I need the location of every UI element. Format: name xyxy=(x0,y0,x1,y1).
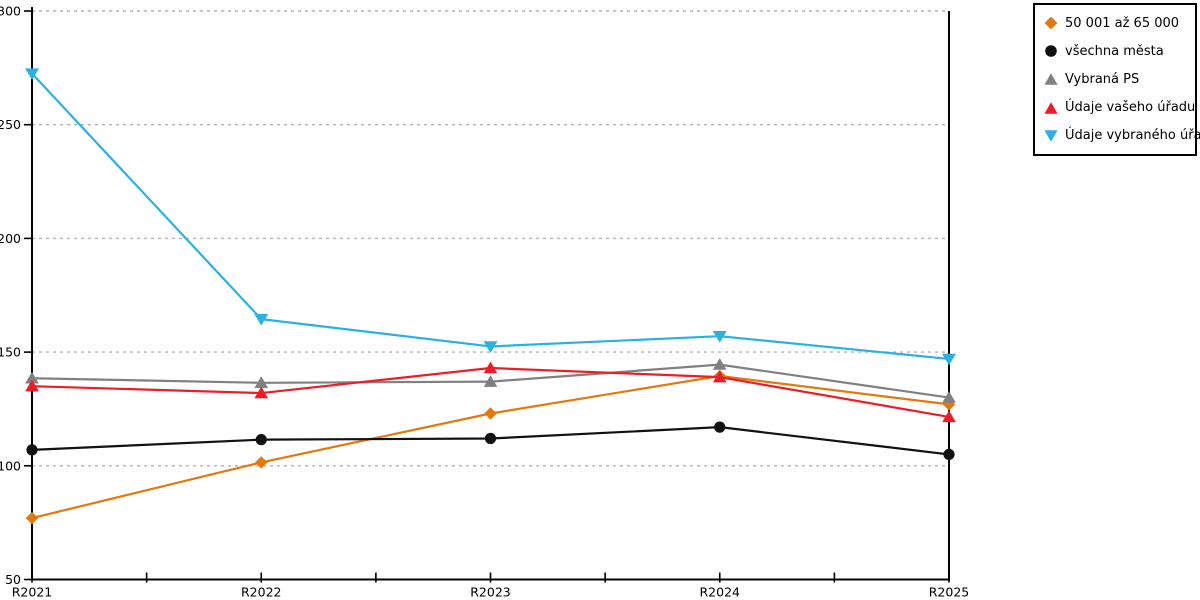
data-point xyxy=(942,410,956,423)
legend-label: Vybraná PS xyxy=(1065,71,1140,87)
y-tick-label: 100 xyxy=(0,458,21,473)
x-tick-label: R2022 xyxy=(241,585,282,600)
circle-icon xyxy=(1045,45,1057,58)
data-point xyxy=(25,379,39,392)
data-point xyxy=(255,456,268,469)
triangle-up-icon xyxy=(1044,101,1058,114)
data-point xyxy=(483,361,498,374)
data-point xyxy=(26,444,38,456)
data-point xyxy=(483,375,498,387)
x-tick-label: R2025 xyxy=(929,585,970,600)
data-point xyxy=(254,386,269,399)
triangle-down-icon xyxy=(1044,130,1058,142)
data-point xyxy=(712,330,727,343)
data-point xyxy=(25,371,39,384)
data-point xyxy=(712,358,727,370)
legend-label: Údaje vybraného úřadu xyxy=(1065,128,1200,144)
data-point xyxy=(712,370,727,383)
legend-item-2: Vybraná PS xyxy=(1044,72,1191,87)
data-point xyxy=(255,434,267,446)
series-line-4 xyxy=(30,72,951,361)
data-point xyxy=(254,376,269,388)
data-point xyxy=(25,68,39,81)
legend-label: Údaje vašeho úřadu xyxy=(1065,100,1196,116)
y-tick-label: 150 xyxy=(0,345,21,360)
x-tick-label: R2021 xyxy=(12,585,53,600)
data-point xyxy=(254,313,269,326)
y-tick-label: 200 xyxy=(0,231,21,246)
legend: 50 001 až 65 000 všechna města Vybraná PS Ú… xyxy=(1033,3,1200,156)
data-point xyxy=(943,448,955,461)
legend-item-3: Údaje vašeho úřadu xyxy=(1044,100,1195,115)
data-point xyxy=(714,421,726,433)
series-line-0 xyxy=(30,374,951,520)
triangle-up-icon xyxy=(1044,73,1058,86)
diamond-icon xyxy=(1044,16,1058,30)
legend-label: 50 001 až 65 000 xyxy=(1065,15,1180,31)
legend-item-4: Údaje vybraného úřadu xyxy=(1044,128,1200,143)
data-point xyxy=(942,353,956,366)
data-point xyxy=(484,407,497,420)
y-tick-label: 300 xyxy=(0,4,21,19)
legend-item-1: všechna města xyxy=(1044,44,1191,59)
data-point xyxy=(484,432,497,445)
x-tick-label: R2023 xyxy=(470,585,511,600)
y-tick-label: 250 xyxy=(0,117,21,132)
data-point xyxy=(25,511,39,525)
legend-label: všechna města xyxy=(1065,43,1164,59)
legend-item-0: 50 001 až 65 000 xyxy=(1044,16,1191,31)
y-tick-label: 50 xyxy=(5,572,21,587)
x-tick-label: R2024 xyxy=(700,585,741,600)
data-point xyxy=(483,341,498,353)
data-point xyxy=(942,391,956,403)
